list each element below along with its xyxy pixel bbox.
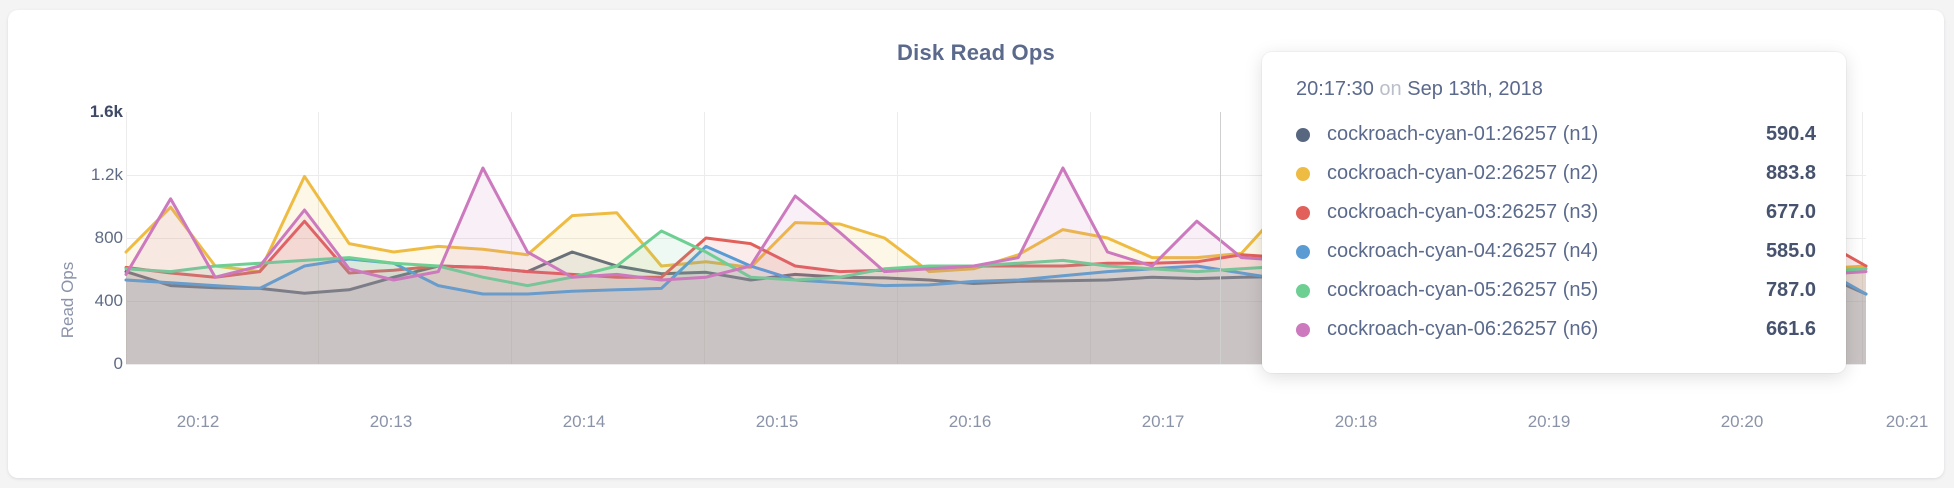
vgrid-9 xyxy=(1862,112,1863,364)
series-color-dot-icon xyxy=(1296,205,1310,220)
tooltip-series-label: cockroach-cyan-01:26257 (n1) xyxy=(1327,123,1599,145)
tooltip-series-value: 787.0 xyxy=(1765,279,1816,301)
vgrid-left xyxy=(126,112,127,364)
series-color-dot-icon xyxy=(1296,166,1310,181)
tooltip-series-label: cockroach-cyan-02:26257 (n2) xyxy=(1327,162,1599,184)
page-title: Disk Read Ops xyxy=(897,40,1055,65)
chart-card: Disk Read Ops Read Ops 1.6k 1.2k 800 400… xyxy=(8,10,1944,478)
hover-tooltip: 20:17:30 on Sep 13th, 2018 cockroach-cya… xyxy=(1262,52,1846,373)
series-color-dot-icon xyxy=(1296,244,1310,259)
tooltip-series-value: 661.6 xyxy=(1765,318,1816,340)
xtick-2016: 20:16 xyxy=(948,412,992,431)
tooltip-series-label: cockroach-cyan-04:26257 (n4) xyxy=(1327,240,1599,262)
tooltip-date: Sep 13th, 2018 xyxy=(1407,78,1543,100)
xtick-2012: 20:12 xyxy=(176,412,220,431)
xtick-2020: 20:20 xyxy=(1720,412,1764,431)
gridline-0 xyxy=(126,364,1866,365)
tooltip-series-label: cockroach-cyan-05:26257 (n5) xyxy=(1327,279,1599,301)
cursor-crosshair xyxy=(1220,112,1221,364)
vgrid-4 xyxy=(897,112,898,364)
ytick-1200: 1.2k xyxy=(90,165,123,184)
tooltip-row: cockroach-cyan-03:26257 (n3) 677.0 xyxy=(1296,193,1816,232)
series-color-dot-icon xyxy=(1296,283,1310,298)
xtick-2014: 20:14 xyxy=(562,412,606,431)
series-color-dot-icon xyxy=(1296,322,1310,337)
xtick-2019: 20:19 xyxy=(1527,412,1571,431)
tooltip-rows: cockroach-cyan-01:26257 (n1) 590.4 cockroa… xyxy=(1296,115,1816,349)
xtick-2015: 20:15 xyxy=(755,412,799,431)
tooltip-series-value: 883.8 xyxy=(1765,162,1816,184)
tooltip-row: cockroach-cyan-01:26257 (n1) 590.4 xyxy=(1296,115,1816,154)
ytick-0: 0 xyxy=(113,354,123,373)
ytick-800: 800 xyxy=(94,228,123,247)
tooltip-timestamp: 20:17:30 on Sep 13th, 2018 xyxy=(1296,78,1816,101)
tooltip-series-value: 590.4 xyxy=(1765,123,1816,145)
ytick-400: 400 xyxy=(94,291,123,310)
ytick-1600: 1.6k xyxy=(89,102,123,121)
xtick-2017: 20:17 xyxy=(1141,412,1185,431)
vgrid-5 xyxy=(1090,112,1091,364)
series-color-dot-icon xyxy=(1296,127,1310,142)
tooltip-row: cockroach-cyan-06:26257 (n6) 661.6 xyxy=(1296,310,1816,349)
xtick-2013: 20:13 xyxy=(369,412,413,431)
vgrid-2 xyxy=(511,112,512,364)
tooltip-series-label: cockroach-cyan-06:26257 (n6) xyxy=(1327,318,1599,340)
tooltip-series-value: 677.0 xyxy=(1765,201,1816,223)
gridline-400 xyxy=(126,301,1866,302)
tooltip-row: cockroach-cyan-02:26257 (n2) 883.8 xyxy=(1296,154,1816,193)
tooltip-time: 20:17:30 xyxy=(1296,78,1374,100)
gridline-800 xyxy=(126,238,1866,239)
tooltip-on-word: on xyxy=(1379,78,1402,100)
xtick-2021: 20:21 xyxy=(1885,412,1929,431)
y-axis-ticks: 1.6k 1.2k 800 400 0 xyxy=(53,10,123,478)
xtick-2018: 20:18 xyxy=(1334,412,1378,431)
gridline-1200 xyxy=(126,175,1866,176)
tooltip-row: cockroach-cyan-04:26257 (n4) 585.0 xyxy=(1296,232,1816,271)
tooltip-series-label: cockroach-cyan-03:26257 (n3) xyxy=(1327,201,1599,223)
tooltip-row: cockroach-cyan-05:26257 (n5) 787.0 xyxy=(1296,271,1816,310)
tooltip-series-value: 585.0 xyxy=(1765,240,1816,262)
